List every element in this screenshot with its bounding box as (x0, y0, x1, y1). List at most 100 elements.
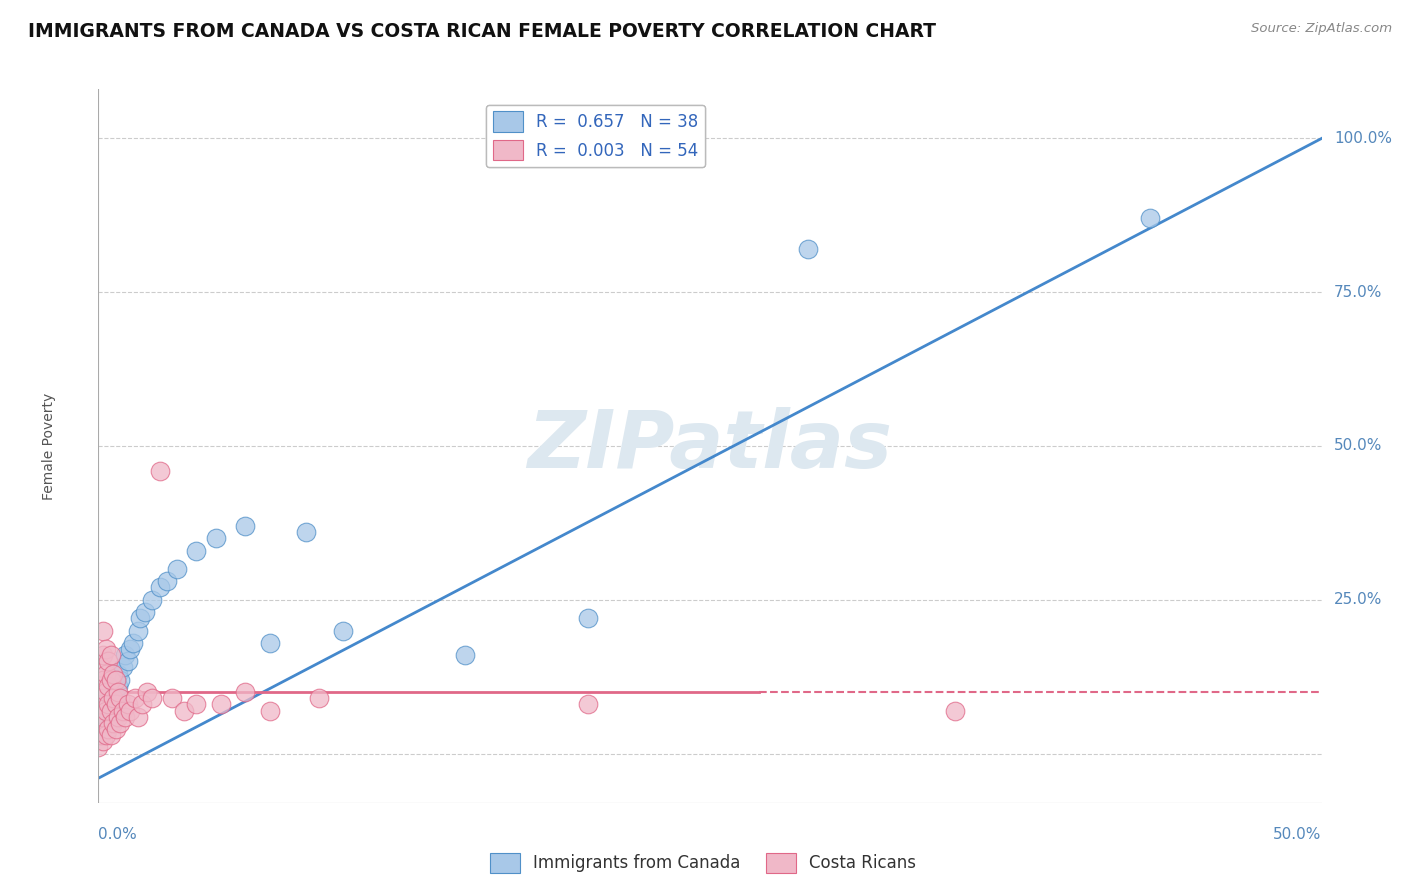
Point (1139, 211, 1161, 226)
Point (186, 698, 208, 712)
Point (101, 715, 124, 730)
Point (209, 698, 232, 712)
Point (90, 715, 112, 730)
Text: IMMIGRANTS FROM CANADA VS COSTA RICAN FEMALE POVERTY CORRELATION CHART: IMMIGRANTS FROM CANADA VS COSTA RICAN FE… (28, 22, 936, 41)
Point (141, 592, 163, 607)
Point (332, 624, 354, 638)
Point (943, 704, 966, 718)
Point (94, 722, 117, 736)
Point (91, 698, 114, 712)
Point (134, 605, 156, 619)
Point (90, 728, 112, 742)
Legend: R =  0.657   N = 38, R =  0.003   N = 54: R = 0.657 N = 38, R = 0.003 N = 54 (486, 104, 704, 167)
Legend: Immigrants from Canada, Costa Ricans: Immigrants from Canada, Costa Ricans (484, 846, 922, 880)
Point (107, 666, 129, 681)
Point (110, 715, 132, 730)
Point (94, 728, 117, 742)
Point (94, 709, 117, 723)
Text: Female Poverty: Female Poverty (42, 392, 56, 500)
Point (91, 709, 114, 723)
Point (104, 691, 127, 706)
Point (114, 709, 136, 723)
Point (94, 685, 117, 699)
Point (100, 698, 122, 712)
Point (91, 715, 114, 730)
Point (121, 636, 143, 650)
Text: 100.0%: 100.0% (1334, 131, 1392, 146)
Point (94, 704, 117, 718)
Point (120, 642, 142, 657)
Point (233, 685, 256, 699)
Point (91, 673, 114, 687)
Point (136, 685, 159, 699)
Point (117, 654, 139, 668)
Point (107, 679, 129, 693)
Point (90, 679, 112, 693)
Point (101, 685, 124, 699)
Text: 50.0%: 50.0% (1334, 439, 1382, 453)
Point (107, 685, 129, 699)
Point (576, 698, 599, 712)
Point (100, 648, 122, 662)
Point (91, 691, 114, 706)
Point (114, 648, 136, 662)
Point (94, 642, 117, 657)
Point (110, 673, 132, 687)
Point (100, 728, 122, 742)
Point (104, 673, 127, 687)
Point (97, 698, 120, 712)
Point (101, 666, 124, 681)
Point (149, 464, 172, 478)
Point (90, 660, 112, 674)
Text: 25.0%: 25.0% (1334, 592, 1382, 607)
Point (156, 574, 179, 589)
Point (308, 691, 330, 706)
Point (110, 691, 132, 706)
Point (97, 654, 120, 668)
Point (129, 611, 152, 625)
Point (104, 698, 127, 712)
Text: ZIPatlas: ZIPatlas (527, 407, 893, 485)
Point (97, 679, 120, 693)
Point (127, 624, 149, 638)
Text: 50.0%: 50.0% (1274, 828, 1322, 842)
Point (97, 691, 120, 706)
Point (107, 709, 129, 723)
Point (91, 734, 114, 748)
Point (160, 691, 183, 706)
Point (111, 660, 134, 674)
Point (797, 242, 820, 256)
Point (101, 709, 124, 723)
Point (454, 648, 477, 662)
Point (173, 704, 195, 718)
Point (94, 666, 117, 681)
Point (166, 562, 188, 576)
Point (117, 698, 139, 712)
Point (104, 722, 127, 736)
Point (90, 728, 112, 742)
Point (131, 698, 153, 712)
Point (97, 704, 120, 718)
Point (90, 698, 112, 712)
Point (104, 673, 127, 687)
Point (149, 581, 172, 595)
Point (100, 715, 122, 730)
Point (127, 709, 149, 723)
Point (141, 691, 163, 706)
Point (100, 704, 122, 718)
Point (111, 704, 134, 718)
Point (186, 543, 208, 558)
Point (259, 704, 281, 718)
Point (576, 611, 599, 625)
Point (91, 648, 114, 662)
Point (91, 624, 114, 638)
Point (295, 525, 318, 540)
Point (259, 636, 281, 650)
Point (87, 740, 110, 755)
Text: Source: ZipAtlas.com: Source: ZipAtlas.com (1251, 22, 1392, 36)
Point (100, 673, 122, 687)
Point (97, 722, 120, 736)
Point (233, 519, 256, 533)
Point (120, 704, 142, 718)
Point (124, 691, 146, 706)
